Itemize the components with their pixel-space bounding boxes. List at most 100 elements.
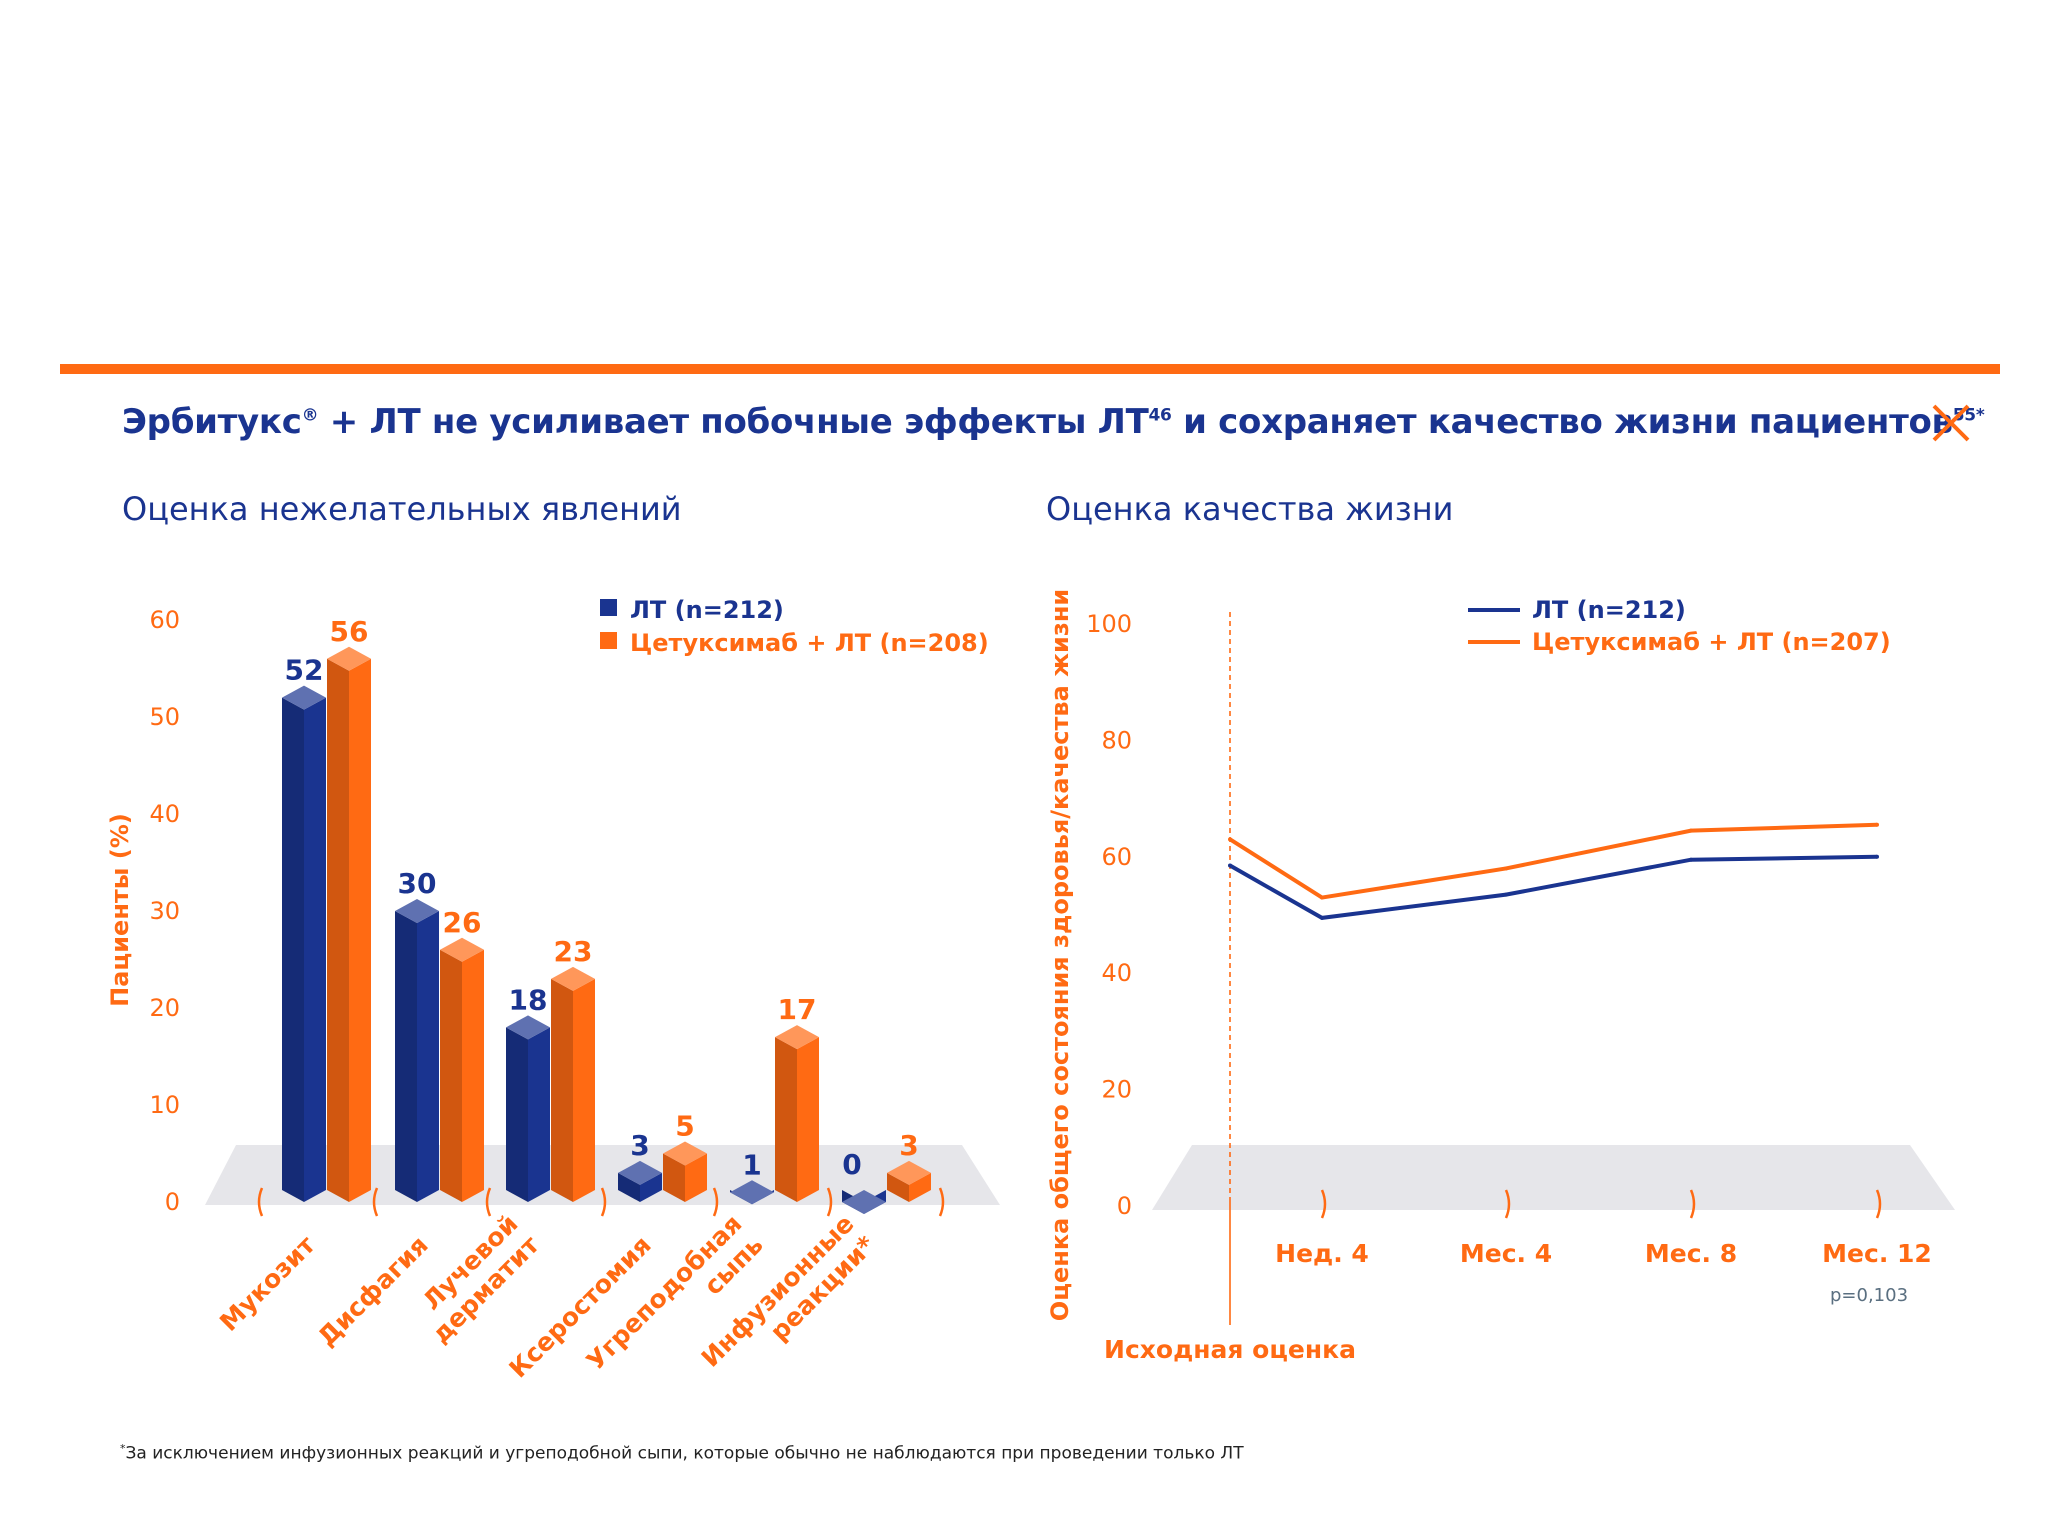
page-title: Эрбитукс® + ЛТ не усиливает побочные эфф… [122,402,1985,442]
x-tick-label: Нед. 4 [1275,1239,1369,1268]
bar-face-left [887,1172,909,1202]
series-line [1229,854,1878,920]
bar-face-top [440,937,484,962]
data-point [1228,863,1232,868]
data-point [1320,915,1324,920]
data-point [1228,837,1232,842]
y-tick-label: 0 [1117,1192,1132,1220]
bar-face-top [327,646,371,671]
data-point [1689,828,1693,833]
bar [730,1180,774,1205]
bar-face-right [573,978,595,1202]
bar-face-top [887,1160,931,1185]
data-label: 3 [899,1129,918,1162]
line-legend: ЛТ (n=212) Цетуксимаб + ЛТ (n=207) [1468,596,1891,656]
bar-face-left [618,1172,640,1202]
bar-face-left [395,911,417,1202]
bar-face-right [685,1153,707,1202]
y-axis-label: Оценка общего состояния здоровья/качеств… [1046,589,1074,1321]
y-tick-label: 40 [1101,959,1132,987]
data-point [1320,895,1324,900]
bar-face-right [528,1027,550,1202]
bar-face-left [775,1037,797,1202]
y-tick-label: 20 [1101,1076,1132,1104]
quality-of-life-line-chart: 0 20 40 60 80 100 Оценка общего состояния здор… [1046,589,1955,1364]
legend-entry: ЛТ (n=212) [1532,596,1686,624]
line-chart-floor [1152,1145,1955,1210]
bar-face-right [304,697,326,1202]
data-label: 3 [630,1129,649,1162]
y-tick-label: 30 [149,897,180,925]
bar [551,966,595,1202]
bar [775,1025,819,1202]
bar-face-top [663,1141,707,1166]
bar [842,1190,886,1214]
bar-face-top [282,685,326,710]
legend-swatch [600,632,617,649]
data-point [1875,854,1879,859]
legend-swatch [600,599,617,616]
y-tick-label: 60 [1101,843,1132,871]
data-label: 26 [443,906,482,939]
bar-face-left [506,1027,528,1202]
bar-face-right [909,1172,931,1202]
bar [327,646,371,1202]
x-tick [1689,1189,1696,1219]
bar-face-top [775,1025,819,1050]
category-divider [372,1187,379,1217]
bar-face-left [551,978,573,1202]
y-tick-label: 0 [165,1188,180,1216]
header-accent-bar [60,364,2000,374]
bar-face-top [730,1180,774,1205]
category-divider [257,1187,264,1217]
category-divider [485,1187,492,1217]
data-point [1504,892,1508,897]
y-tick-label: 10 [149,1091,180,1119]
data-label: 17 [778,993,817,1026]
y-tick-label: 40 [149,800,180,828]
data-point [1689,857,1693,862]
bar-chart-title: Оценка нежелательных явлений [122,490,682,528]
bar-legend: ЛТ (n=212) Цетуксимаб + ЛТ (n=208) [600,596,989,657]
bar-face-top [506,1015,550,1040]
bar-face-top [618,1160,662,1185]
legend-entry: Цетуксимаб + ЛТ (n=208) [630,629,989,657]
bar-face-right [797,1037,819,1202]
bar [282,685,326,1202]
bar [887,1160,931,1202]
data-label: 52 [285,654,324,687]
bar-face-top [551,966,595,991]
y-tick-label: 20 [149,994,180,1022]
bar-face-right [417,911,439,1202]
data-label: 30 [398,867,437,900]
data-label: 5 [675,1110,694,1143]
bar [440,937,484,1202]
close-icon[interactable] [1928,400,1974,446]
line-chart-title: Оценка качества жизни [1046,490,1454,528]
data-label: 1 [742,1148,761,1181]
bar-face-left [440,949,462,1202]
y-tick-label: 80 [1101,726,1132,754]
bar-face-right [462,949,484,1202]
data-label: 23 [554,935,593,968]
y-tick-label: 60 [149,606,180,634]
bar [663,1141,707,1202]
bar-face-top [842,1190,886,1214]
data-label: 18 [509,983,548,1016]
x-tick [1875,1189,1882,1219]
bar-face-top [395,899,439,923]
bar [395,899,439,1202]
data-label: 56 [330,615,369,648]
bar-face-left [663,1153,685,1202]
bar [506,1015,550,1202]
bar-face-right [640,1172,662,1202]
x-tick [1320,1189,1327,1219]
data-label: 0 [842,1148,861,1181]
bar-face-left [327,658,349,1202]
x-tick-label: Мес. 8 [1645,1239,1737,1268]
category-divider [826,1187,833,1217]
category-divider [600,1187,607,1217]
bar-face-right [349,658,371,1202]
y-tick-label: 100 [1086,610,1132,638]
